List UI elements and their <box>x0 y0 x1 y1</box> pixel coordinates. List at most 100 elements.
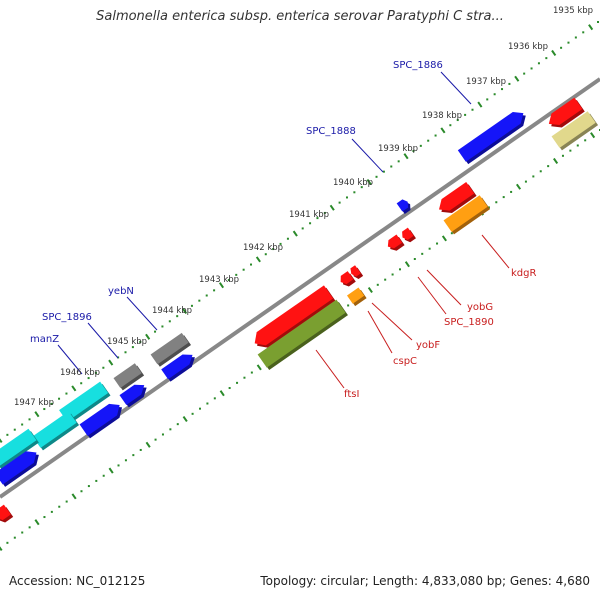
tick-label-1943: 1943 kbp <box>199 275 239 285</box>
outer-tick-major <box>440 127 446 134</box>
outer-tick-dot <box>597 21 599 23</box>
tick-label-1936: 1936 kbp <box>508 42 548 52</box>
feature-red-bottom-top[interactable] <box>0 504 11 521</box>
feature-manz-top[interactable] <box>59 381 109 422</box>
feature-yebn-top[interactable] <box>161 354 193 380</box>
outer-tick-dot <box>567 41 570 44</box>
feature-blue-4-top[interactable] <box>0 451 37 485</box>
outer-tick-dot <box>493 93 496 96</box>
outer-tick-dot <box>530 67 533 70</box>
inner-tick-dot <box>547 165 550 168</box>
outer-tick-dot <box>94 371 97 374</box>
tick-label-1942: 1942 kbp <box>243 243 283 253</box>
feature-gray-1-top[interactable] <box>150 332 189 365</box>
outer-tick-major <box>255 256 261 263</box>
inner-tick-dot <box>117 464 120 467</box>
outer-tick-dot <box>471 108 474 111</box>
outer-tick-dot <box>161 325 164 328</box>
outer-tick-ring <box>0 21 599 444</box>
inner-tick-major <box>219 390 225 397</box>
outer-tick-dot <box>198 299 201 302</box>
inner-tick-dot <box>421 252 424 255</box>
feature-kdgr-top[interactable] <box>443 195 488 232</box>
inner-tick-major <box>404 261 410 268</box>
inner-tick-dot <box>169 428 172 431</box>
outer-tick-dot <box>323 211 326 214</box>
feature-yobf-top[interactable] <box>340 271 354 285</box>
gene-label-yobf: yobF <box>416 340 440 351</box>
outer-tick-dot <box>6 433 9 436</box>
inner-tick-major <box>145 441 151 448</box>
inner-tick-dot <box>236 381 239 384</box>
outer-tick-dot <box>272 248 275 251</box>
gene-label-yobg: yobG <box>467 302 493 313</box>
inner-tick-dot <box>428 247 431 250</box>
feature-cyan-3-top[interactable] <box>0 428 37 467</box>
feature-cyan-2-top[interactable] <box>32 411 77 448</box>
feature-spc1890-top[interactable] <box>402 227 414 240</box>
outer-tick-major <box>218 282 225 289</box>
feature-small-red-top[interactable] <box>350 265 361 277</box>
outer-tick-major <box>514 75 520 82</box>
inner-tick-major <box>0 546 3 552</box>
outer-tick-dot <box>574 36 577 39</box>
outer-tick-dot <box>382 170 385 173</box>
tick-label-1938: 1938 kbp <box>422 111 462 121</box>
inner-tick-dot <box>43 516 46 519</box>
inner-tick-dot <box>487 206 490 209</box>
feature-small-blue-top[interactable] <box>119 384 145 405</box>
outer-tick-dot <box>508 82 511 85</box>
inner-tick-dot <box>50 510 53 513</box>
inner-tick-dot <box>65 500 68 503</box>
inner-tick-dot <box>502 196 505 199</box>
label-leader-lines <box>57 71 510 389</box>
gene-label-spc1896: SPC_1896 <box>42 312 92 323</box>
tick-label-1940: 1940 kbp <box>333 178 373 188</box>
feature-red-top-top[interactable] <box>548 97 583 126</box>
inner-tick-dot <box>87 485 90 488</box>
scale-labels: 1935 kbp 1936 kbp 1937 kbp 1938 kbp 1939… <box>14 6 593 408</box>
feature-gray-2-top[interactable] <box>113 363 142 388</box>
outer-tick-dot <box>375 175 378 178</box>
inner-tick-dot <box>436 242 439 245</box>
inner-tick-dot <box>569 149 572 152</box>
feature-yobg-top[interactable] <box>387 234 403 249</box>
reverse-gene-labels: kdgR yobG SPC_1890 yobF cspC ftsI <box>344 268 536 400</box>
outer-tick-dot <box>21 423 24 426</box>
gene-label-cspc: cspC <box>393 356 417 367</box>
feature-spc1886-top[interactable] <box>457 111 524 162</box>
genome-summary-text: Topology: circular; Length: 4,833,080 bp… <box>260 574 590 588</box>
feature-red-long-top[interactable] <box>254 285 334 346</box>
outer-tick-major <box>71 385 77 392</box>
outer-tick-dot <box>560 46 563 49</box>
inner-tick-dot <box>124 459 127 462</box>
outer-tick-dot <box>213 289 216 292</box>
feature-blue-3-top[interactable] <box>79 403 120 436</box>
feature-ftsi-top[interactable] <box>257 299 346 368</box>
inner-tick-dot <box>95 479 98 482</box>
feature-spc1888-top[interactable] <box>396 199 409 212</box>
inner-tick-dot <box>399 268 401 271</box>
forward-gene-labels: SPC_1886 SPC_1888 yebN SPC_1896 manZ <box>30 60 443 345</box>
outer-tick-major <box>588 24 594 31</box>
outer-tick-dot <box>176 315 179 318</box>
outer-tick-dot <box>464 113 467 116</box>
outer-tick-dot <box>301 227 304 230</box>
tick-label-1937: 1937 kbp <box>466 77 506 87</box>
inner-tick-dot <box>132 454 135 457</box>
outer-tick-dot <box>523 72 526 75</box>
outer-tick-dot <box>397 160 400 163</box>
gene-features[interactable] <box>0 97 599 523</box>
feature-cspc-top[interactable] <box>346 287 365 304</box>
feature-red-2-top[interactable] <box>439 181 475 211</box>
feature-khaki-top[interactable] <box>551 111 596 148</box>
inner-tick-dot <box>191 412 194 415</box>
inner-tick-dot <box>213 397 216 400</box>
outer-tick-dot <box>449 124 452 127</box>
gene-label-manz: manZ <box>30 334 59 345</box>
inner-tick-dot <box>250 371 253 374</box>
tick-label-1945: 1945 kbp <box>107 337 147 347</box>
inner-tick-dot <box>28 526 31 529</box>
outer-tick-major <box>292 230 298 237</box>
